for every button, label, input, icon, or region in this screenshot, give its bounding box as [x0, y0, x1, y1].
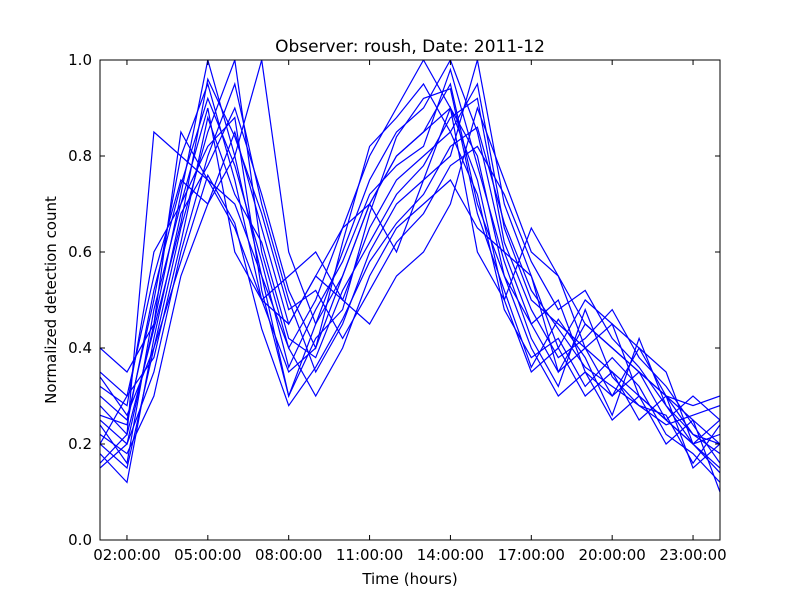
series-line-11 — [100, 67, 720, 465]
x-tick-label: 11:00:00 — [336, 546, 403, 564]
x-tick-label: 20:00:00 — [578, 546, 645, 564]
series-line-14 — [100, 126, 720, 426]
series-line-1 — [100, 60, 720, 469]
y-tick-label: 0.8 — [68, 147, 92, 165]
plot-area — [100, 60, 720, 493]
series-line-12 — [100, 97, 720, 464]
series-line-8 — [100, 106, 720, 421]
x-axis-title: Time (hours) — [361, 570, 457, 588]
series-line-15 — [100, 77, 720, 474]
series-line-10 — [100, 105, 720, 407]
y-axis-title: Normalized detection count — [42, 196, 60, 404]
y-tick-label: 0.0 — [68, 531, 92, 549]
x-axis: 02:00:00 05:00:00 08:00:00 11:00:00 14:00:00… — [93, 60, 727, 564]
series-line-7 — [100, 60, 720, 455]
x-tick-label: 23:00:00 — [659, 546, 726, 564]
x-tick-label: 14:00:00 — [417, 546, 484, 564]
series-line-4 — [100, 82, 720, 445]
y-tick-label: 0.2 — [68, 435, 92, 453]
series-line-13 — [100, 88, 720, 465]
y-tick-label: 0.6 — [68, 243, 92, 261]
series-line-3 — [100, 60, 720, 470]
series-line-9 — [100, 82, 720, 484]
x-tick-label: 05:00:00 — [174, 546, 241, 564]
chart-title: Observer: roush, Date: 2011-12 — [275, 37, 545, 57]
y-axis: 0.0 0.2 0.4 0.6 0.8 1.0 — [68, 51, 720, 549]
y-tick-label: 0.4 — [68, 339, 92, 357]
y-tick-label: 1.0 — [68, 51, 92, 69]
plot-frame — [99, 59, 721, 541]
x-tick-label: 02:00:00 — [93, 546, 160, 564]
x-tick-label: 08:00:00 — [255, 546, 322, 564]
x-tick-label: 17:00:00 — [498, 546, 565, 564]
